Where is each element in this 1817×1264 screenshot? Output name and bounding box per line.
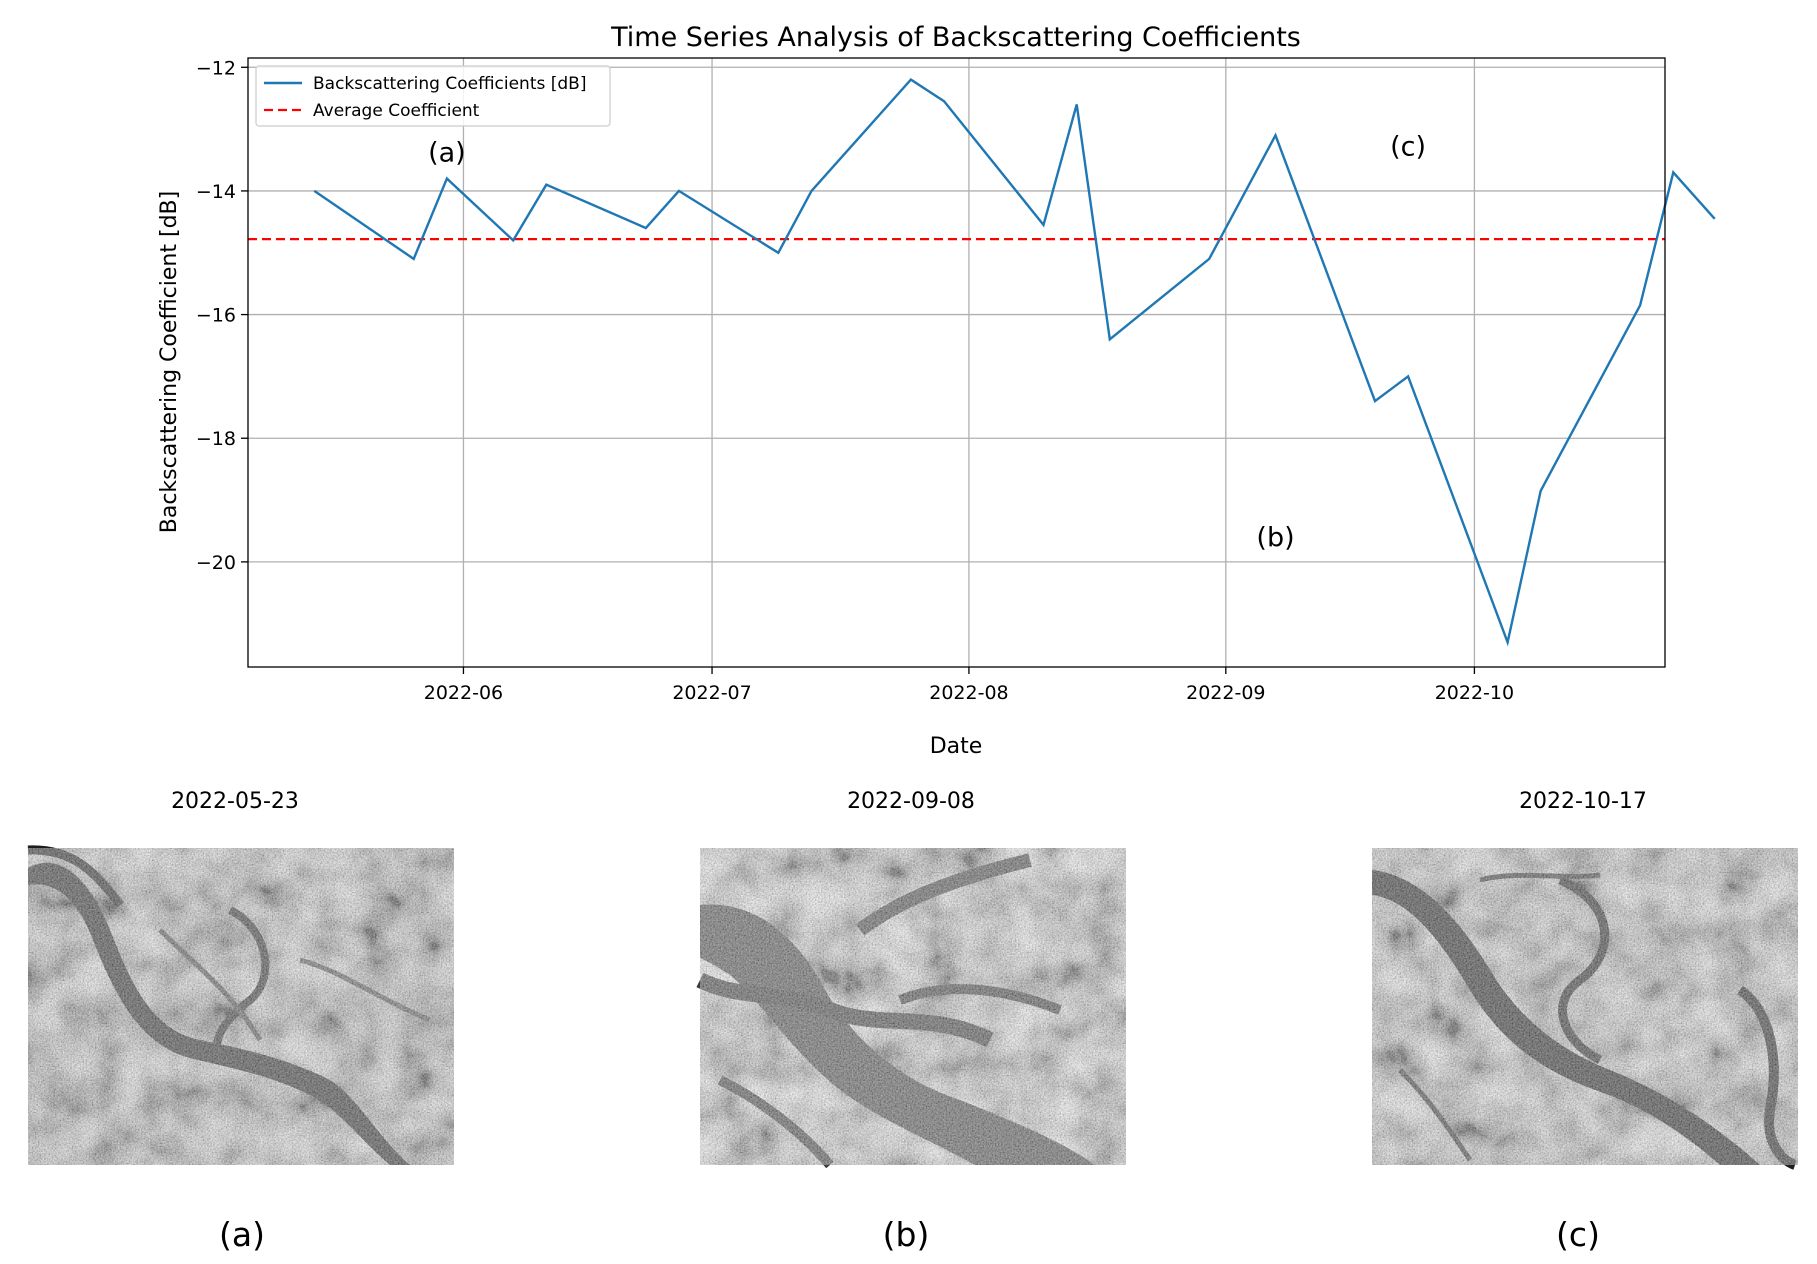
- x-axis-label: Date: [930, 734, 983, 759]
- panel-b: 2022-09-08 (b): [696, 789, 1126, 1254]
- panel-c: 2022-10-17 (c): [1372, 789, 1798, 1254]
- line-chart: 2022-06 2022-07 2022-08 2022-09 2022-10 −12−…: [157, 22, 1716, 759]
- y-axis-ticks: −12 −14 −16 −18 −20: [196, 57, 248, 574]
- chart-annotations: (a) (b) (c): [428, 131, 1426, 553]
- x-tick-label: 2022-09: [1186, 682, 1265, 704]
- legend-box: [255, 65, 611, 127]
- panel-b-caption: (b): [883, 1215, 930, 1254]
- panel-b-date: 2022-09-08: [847, 789, 975, 814]
- y-tick-label: −12: [196, 57, 236, 79]
- backscattering-series-line: [313, 78, 1716, 647]
- panel-b-image: [696, 848, 1126, 1169]
- y-tick-label: −20: [196, 552, 236, 574]
- annotation-label: (b): [1256, 522, 1294, 553]
- panel-c-date: 2022-10-17: [1519, 789, 1647, 814]
- panel-a-date: 2022-05-23: [171, 789, 299, 814]
- y-tick-label: −14: [196, 181, 236, 203]
- x-tick-label: 2022-06: [424, 682, 503, 704]
- legend-label-average: Average Coefficient: [313, 101, 480, 121]
- plot-frame: [247, 57, 1666, 668]
- legend: Backscattering Coefficients [dB] Average…: [255, 65, 611, 127]
- x-axis-ticks: 2022-06 2022-07 2022-08 2022-09 2022-10: [424, 667, 1514, 704]
- y-axis-label: Backscattering Coefficient [dB]: [157, 191, 182, 533]
- x-tick-label: 2022-08: [929, 682, 1008, 704]
- y-tick-label: −16: [196, 305, 236, 327]
- x-tick-label: 2022-07: [672, 682, 751, 704]
- chart-title: Time Series Analysis of Backscattering C…: [610, 22, 1301, 53]
- annotation-label: (c): [1390, 131, 1426, 162]
- annotation-label: (a): [428, 138, 466, 169]
- panel-c-image: [1372, 848, 1798, 1170]
- y-tick-label: −18: [196, 428, 236, 450]
- panel-a-caption: (a): [219, 1215, 265, 1254]
- panel-a: 2022-05-23 (a): [27, 789, 454, 1254]
- x-tick-label: 2022-10: [1435, 682, 1514, 704]
- panel-a-image: [27, 845, 454, 1165]
- panel-c-caption: (c): [1556, 1215, 1600, 1254]
- legend-label-series: Backscattering Coefficients [dB]: [313, 74, 586, 94]
